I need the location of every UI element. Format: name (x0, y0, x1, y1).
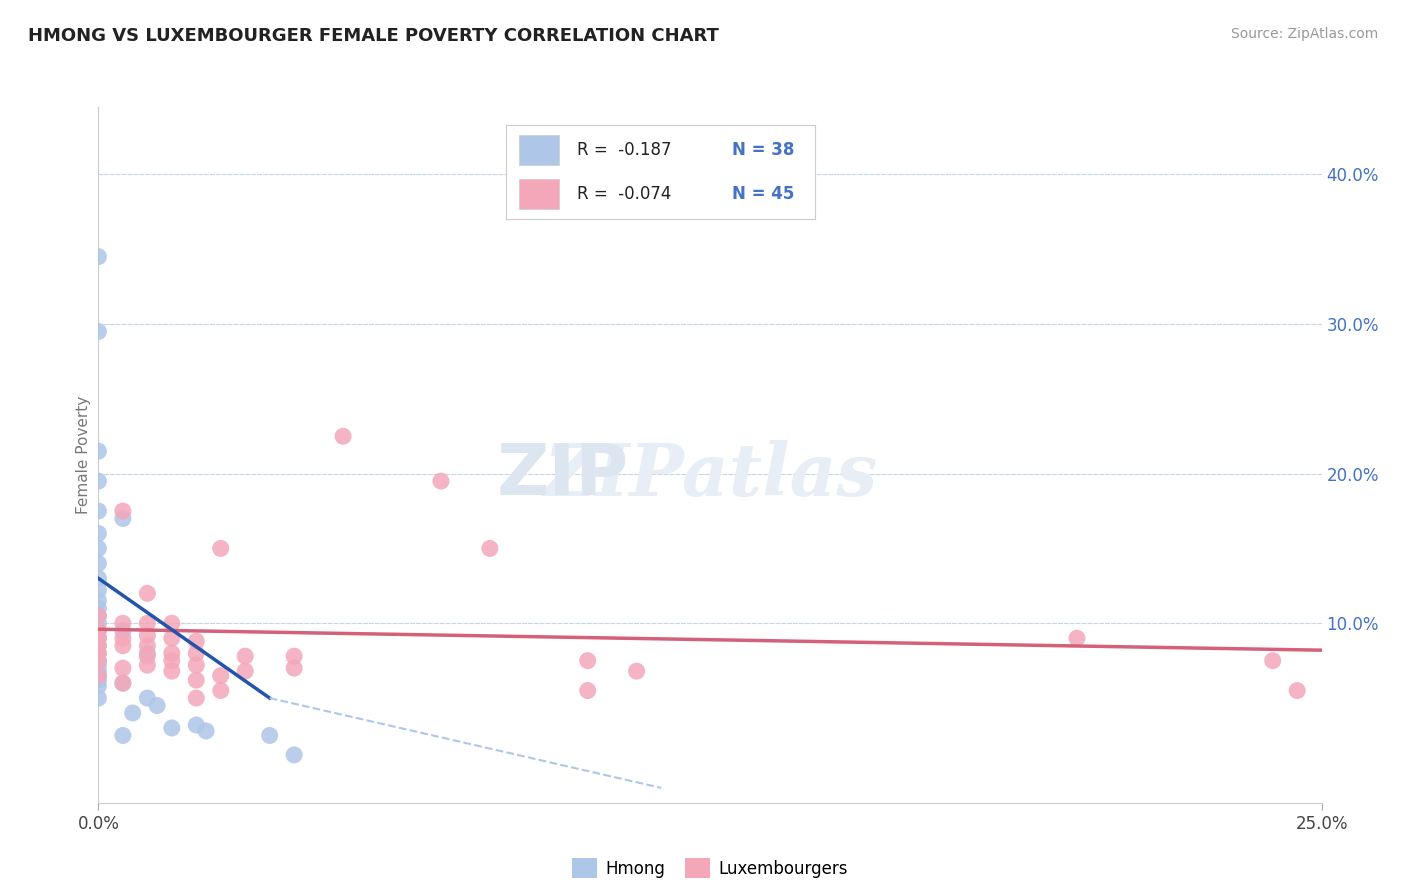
Legend: Hmong, Luxembourgers: Hmong, Luxembourgers (565, 851, 855, 885)
Point (87, 608, 110, 623)
Point (430, 474, 453, 488)
Point (87, 583, 110, 598)
Point (1066, 631, 1088, 645)
Point (111, 616, 134, 631)
Point (111, 631, 134, 645)
Point (87, 624, 110, 638)
Point (87, 608, 110, 623)
Point (186, 718, 208, 732)
Point (87, 601, 110, 615)
Text: ZIP: ZIP (498, 442, 630, 510)
Point (87, 631, 110, 645)
Point (478, 541, 501, 556)
Text: N = 38: N = 38 (733, 141, 794, 159)
Point (186, 673, 208, 687)
Y-axis label: Female Poverty: Female Poverty (76, 396, 91, 514)
Point (87, 639, 110, 653)
Point (87, 631, 110, 645)
FancyBboxPatch shape (519, 179, 558, 210)
Point (160, 721, 183, 735)
Point (87, 444, 110, 458)
Point (146, 698, 169, 713)
Point (209, 541, 232, 556)
Point (87, 664, 110, 678)
Point (136, 639, 159, 653)
Point (136, 691, 159, 706)
Point (111, 729, 134, 743)
Point (195, 723, 218, 738)
Point (111, 661, 134, 675)
Point (233, 664, 256, 678)
Point (87, 474, 110, 488)
Point (576, 683, 599, 698)
Point (87, 668, 110, 682)
Point (87, 654, 110, 668)
Point (283, 649, 305, 664)
Point (87, 250, 110, 264)
Point (332, 429, 354, 443)
Text: ZIPatlas: ZIPatlas (543, 441, 877, 511)
Point (87, 624, 110, 638)
Point (160, 664, 183, 678)
Point (160, 616, 183, 631)
Point (136, 658, 159, 673)
Point (87, 541, 110, 556)
Point (160, 631, 183, 645)
Text: Source: ZipAtlas.com: Source: ZipAtlas.com (1230, 27, 1378, 41)
Point (87, 646, 110, 660)
Point (160, 646, 183, 660)
Point (136, 649, 159, 664)
Point (136, 628, 159, 642)
Point (121, 706, 143, 720)
Point (87, 325, 110, 339)
Point (186, 646, 208, 660)
Point (136, 586, 159, 600)
Point (111, 676, 134, 690)
Point (626, 664, 648, 678)
Text: HMONG VS LUXEMBOURGER FEMALE POVERTY CORRELATION CHART: HMONG VS LUXEMBOURGER FEMALE POVERTY COR… (28, 27, 718, 45)
Point (87, 639, 110, 653)
Point (1286, 683, 1309, 698)
Point (87, 646, 110, 660)
Point (87, 526, 110, 541)
Point (111, 639, 134, 653)
Point (87, 673, 110, 687)
Point (283, 747, 305, 762)
Point (111, 511, 134, 525)
Point (87, 658, 110, 673)
Point (87, 654, 110, 668)
Point (233, 649, 256, 664)
Point (186, 691, 208, 706)
Point (160, 654, 183, 668)
Point (186, 634, 208, 648)
Point (259, 729, 281, 743)
Point (87, 691, 110, 706)
Point (576, 654, 599, 668)
Point (87, 668, 110, 682)
Point (87, 557, 110, 571)
Point (209, 668, 232, 682)
Point (87, 571, 110, 585)
Point (186, 658, 208, 673)
Point (209, 683, 232, 698)
Point (87, 679, 110, 693)
Point (136, 616, 159, 631)
Point (283, 661, 305, 675)
FancyBboxPatch shape (519, 136, 558, 165)
Text: R =  -0.187: R = -0.187 (578, 141, 672, 159)
Point (111, 624, 134, 638)
Point (87, 616, 110, 631)
Point (136, 646, 159, 660)
Point (87, 504, 110, 518)
Point (111, 676, 134, 690)
Text: R =  -0.074: R = -0.074 (578, 186, 672, 203)
Text: N = 45: N = 45 (733, 186, 794, 203)
Point (87, 594, 110, 608)
Point (111, 504, 134, 518)
Point (1261, 654, 1284, 668)
